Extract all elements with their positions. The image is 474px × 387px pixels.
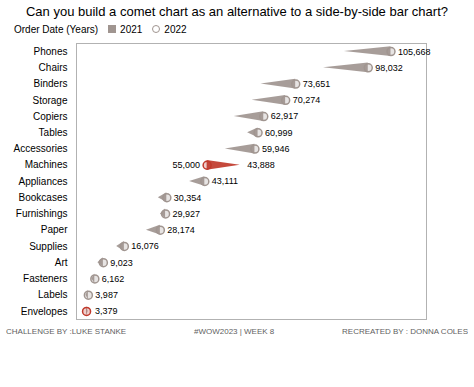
svg-text:105,668: 105,668 [398,46,431,56]
svg-text:43,111: 43,111 [212,176,238,186]
svg-text:59,946: 59,946 [262,144,290,154]
svg-text:29,927: 29,927 [173,208,201,218]
svg-text:73,651: 73,651 [303,79,331,89]
svg-text:Appliances: Appliances [19,175,68,186]
svg-text:Accessories: Accessories [14,143,68,154]
svg-text:Bookcases: Bookcases [19,192,68,203]
svg-text:30,354: 30,354 [174,192,202,202]
svg-text:98,032: 98,032 [375,62,403,72]
svg-text:Phones: Phones [34,45,68,56]
html-text:CHALLENGE BY :LUKE STANKE: CHALLENGE BY :LUKE STANKE [6,326,127,336]
html-text:Can you build a comet chart as: Can you build a comet chart as an altern… [26,4,448,19]
svg-text:Machines: Machines [25,159,68,170]
svg-text:Fasteners: Fasteners [23,273,67,284]
svg-text:Storage: Storage [32,94,67,105]
html-text:2021: 2021 [120,23,143,35]
html-text:2022: 2022 [164,23,187,35]
html-text:RECREATED BY : DONNA COLES: RECREATED BY : DONNA COLES [342,326,468,336]
svg-text:Art: Art [55,256,68,267]
svg-text:3,379: 3,379 [95,306,118,316]
svg-text:55,000: 55,000 [173,160,201,170]
svg-text:Tables: Tables [39,127,68,138]
svg-text:16,076: 16,076 [131,241,159,251]
svg-text:60,999: 60,999 [265,127,293,137]
svg-text:Copiers: Copiers [33,110,67,121]
svg-text:Paper: Paper [41,224,68,235]
html-text:Order Date (Years): Order Date (Years) [14,23,99,35]
svg-text:Binders: Binders [34,78,68,89]
svg-text:62,917: 62,917 [271,111,299,121]
svg-text:Furnishings: Furnishings [16,208,68,219]
svg-text:43,888: 43,888 [247,160,275,170]
svg-text:6,162: 6,162 [102,273,125,283]
svg-text:3,987: 3,987 [95,290,118,300]
svg-text:Labels: Labels [38,289,67,300]
html-text:#WOW2023 | WEEK 8: #WOW2023 | WEEK 8 [194,326,275,336]
svg-text:Envelopes: Envelopes [21,305,68,316]
svg-text:9,023: 9,023 [110,257,133,267]
svg-text:Chairs: Chairs [39,62,68,73]
svg-text:Supplies: Supplies [29,240,67,251]
svg-text:28,174: 28,174 [167,225,195,235]
svg-text:70,274: 70,274 [293,95,321,105]
